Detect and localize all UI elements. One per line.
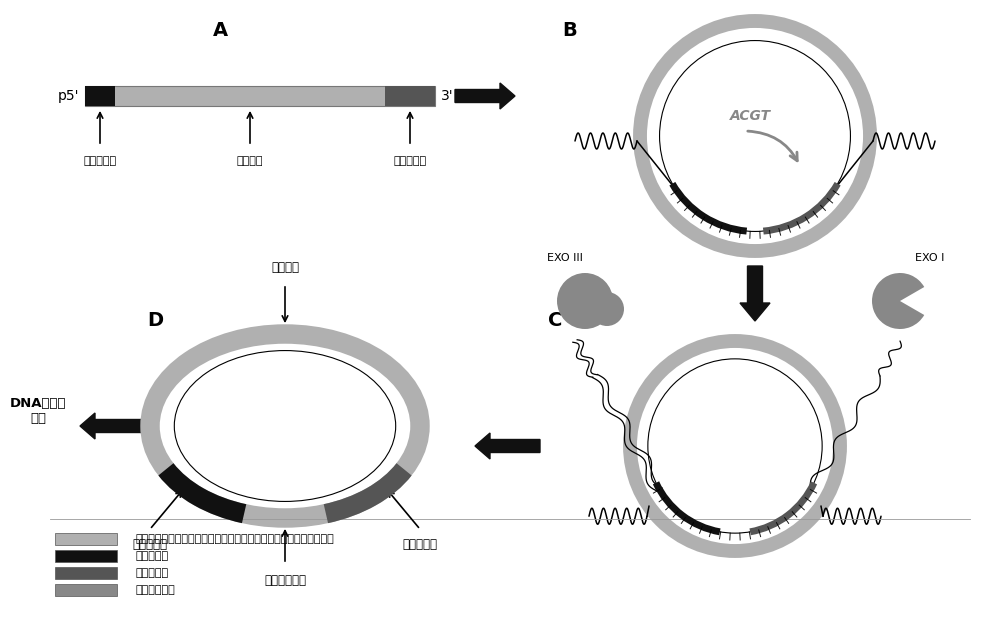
Text: 3': 3' (441, 89, 454, 103)
Bar (85, 86, 115, 106)
Bar (55, 550, 117, 562)
Text: 锚定端序列: 锚定端序列 (135, 551, 168, 561)
Bar (55, 567, 117, 579)
Text: EXO III: EXO III (547, 253, 583, 263)
Text: 锚定端序列: 锚定端序列 (83, 156, 117, 166)
Text: 连接序列: 连接序列 (237, 156, 263, 166)
Bar (55, 533, 117, 545)
Text: 延伸端序列: 延伸端序列 (403, 538, 438, 551)
Text: B: B (563, 21, 577, 40)
Circle shape (557, 273, 613, 329)
Text: A: A (212, 21, 228, 40)
Polygon shape (455, 83, 515, 109)
Text: 目标区域序列: 目标区域序列 (264, 574, 306, 587)
Polygon shape (475, 433, 540, 459)
Text: EXO I: EXO I (915, 253, 945, 263)
Text: ACGT: ACGT (729, 109, 771, 123)
Text: 延伸端序列: 延伸端序列 (393, 156, 427, 166)
Text: 延伸端序列: 延伸端序列 (135, 568, 168, 578)
Circle shape (590, 292, 624, 326)
Text: C: C (548, 312, 562, 331)
Text: DNA纳米球
制备: DNA纳米球 制备 (10, 397, 66, 425)
Text: 连接序列（包括标签序列、扩增引物结合序列、测序引物结合序列）: 连接序列（包括标签序列、扩增引物结合序列、测序引物结合序列） (135, 534, 334, 544)
Bar (385, 86, 435, 106)
Text: D: D (147, 312, 163, 331)
Wedge shape (872, 273, 924, 329)
Text: p5': p5' (58, 89, 79, 103)
Text: 锚定端序列: 锚定端序列 (132, 538, 167, 551)
Polygon shape (740, 266, 770, 321)
Text: 连接序列: 连接序列 (271, 261, 299, 274)
Text: 目标区域序列: 目标区域序列 (135, 585, 175, 595)
Bar (55, 584, 117, 596)
Polygon shape (80, 413, 145, 439)
Bar (85, 86, 435, 106)
